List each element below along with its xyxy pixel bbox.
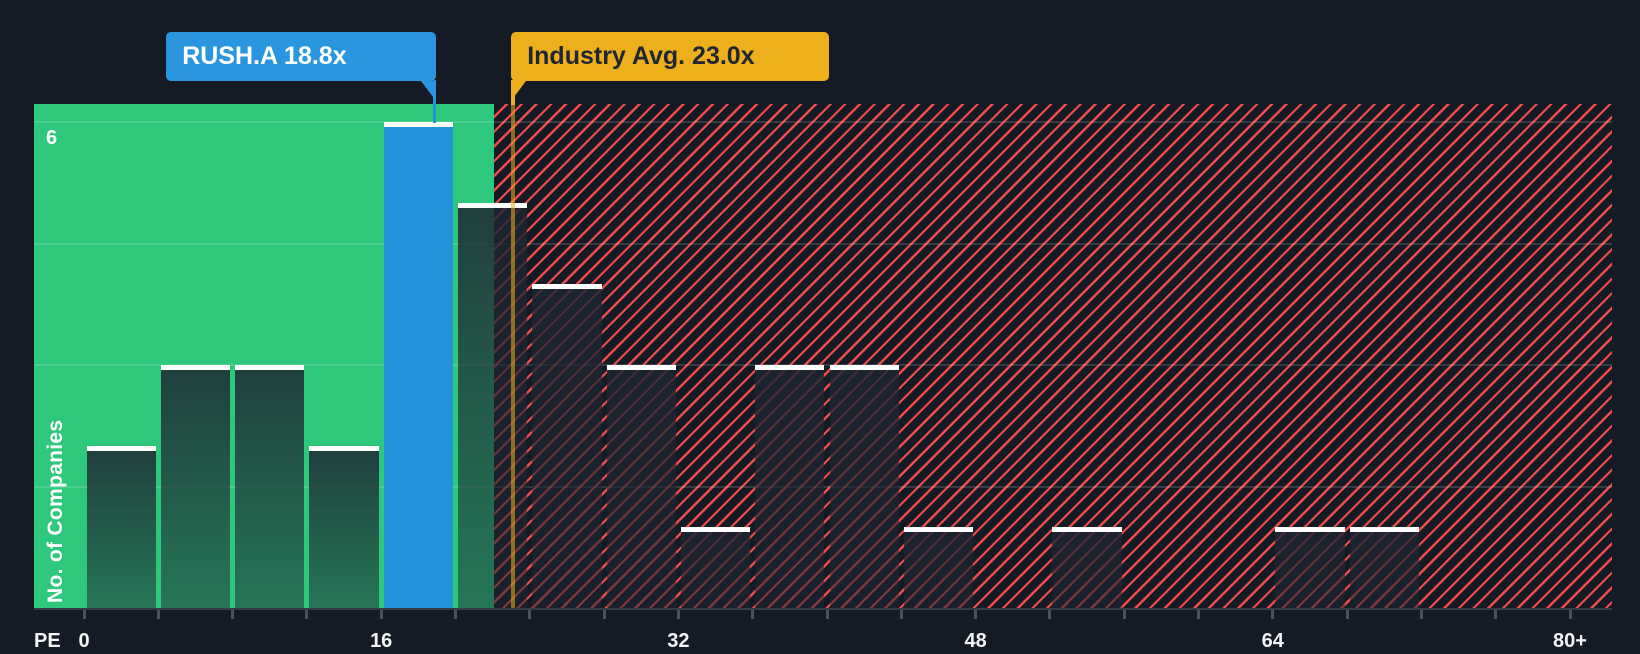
x-axis-tick bbox=[379, 610, 383, 619]
above-average-hatched-zone bbox=[494, 104, 1612, 608]
histogram-bar[interactable] bbox=[160, 365, 231, 608]
x-axis-tick bbox=[1494, 610, 1498, 619]
histogram-bar[interactable] bbox=[309, 446, 379, 608]
plot-area bbox=[34, 104, 1612, 608]
x-axis-tick-label: 80+ bbox=[1553, 630, 1587, 652]
x-axis-tick bbox=[1048, 610, 1052, 619]
gridline bbox=[34, 121, 1612, 123]
x-axis-tick bbox=[751, 610, 755, 619]
industry-average-tooltip[interactable]: Industry Avg. 23.0x bbox=[511, 32, 830, 81]
histogram-bar[interactable] bbox=[903, 527, 974, 608]
x-axis-tick bbox=[602, 610, 606, 619]
x-axis-tick bbox=[1122, 610, 1126, 619]
x-axis-tick bbox=[231, 610, 235, 619]
x-axis-tick-label: 48 bbox=[964, 630, 987, 652]
x-axis-tick bbox=[82, 610, 86, 619]
company-tooltip-pointer bbox=[421, 81, 437, 101]
histogram-bar[interactable] bbox=[1052, 527, 1122, 608]
histogram-bar[interactable] bbox=[86, 446, 156, 608]
y-axis-max-label: 6 bbox=[46, 127, 58, 149]
x-axis-tick bbox=[156, 610, 160, 619]
gridline bbox=[34, 242, 1612, 245]
x-axis-tick bbox=[528, 610, 532, 619]
x-axis-tick bbox=[899, 610, 903, 619]
histogram-bar[interactable] bbox=[829, 365, 899, 608]
company-bar[interactable] bbox=[383, 122, 453, 608]
x-axis-tick bbox=[1197, 610, 1200, 619]
histogram-bar[interactable] bbox=[680, 527, 751, 608]
x-axis-tick bbox=[1345, 610, 1349, 619]
x-axis-tick bbox=[1271, 610, 1275, 619]
company-pe-tooltip[interactable]: RUSH.A 18.8x bbox=[166, 32, 437, 81]
x-axis-tick bbox=[1568, 610, 1572, 619]
histogram-bar[interactable] bbox=[458, 203, 528, 608]
histogram-bar[interactable] bbox=[532, 284, 602, 608]
x-axis-tick bbox=[676, 610, 680, 619]
x-axis-tick bbox=[305, 610, 309, 619]
x-axis-tick bbox=[454, 610, 457, 619]
x-axis-tick-label: 64 bbox=[1261, 630, 1284, 652]
y-axis-title: No. of Companies bbox=[44, 419, 67, 603]
histogram-bar[interactable] bbox=[606, 365, 676, 608]
x-axis-tick-label: 16 bbox=[370, 630, 393, 652]
x-axis-tick bbox=[974, 610, 978, 619]
x-axis-tick bbox=[1419, 610, 1423, 619]
histogram-bar[interactable] bbox=[235, 365, 305, 608]
x-axis-line bbox=[34, 608, 1612, 610]
x-axis-tick bbox=[825, 610, 829, 619]
company-marker-line bbox=[433, 80, 437, 123]
histogram-bar[interactable] bbox=[755, 365, 825, 608]
x-axis-unit-label: PE bbox=[34, 630, 61, 652]
x-axis-tick-label: 0 bbox=[78, 630, 90, 652]
histogram-bar[interactable] bbox=[1275, 527, 1345, 608]
industry-average-line bbox=[511, 80, 516, 608]
x-axis-tick-label: 32 bbox=[667, 630, 690, 652]
histogram-bar[interactable] bbox=[1349, 527, 1419, 608]
industry-tooltip-pointer bbox=[511, 81, 527, 101]
